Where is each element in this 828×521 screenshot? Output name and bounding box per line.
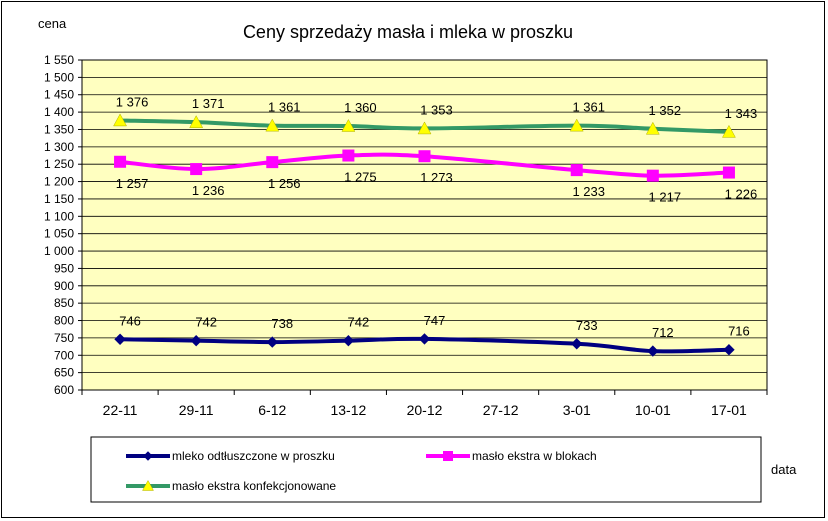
x-tick-label: 13-12 — [330, 402, 366, 418]
square-marker — [114, 155, 127, 168]
triangle-marker — [569, 118, 584, 132]
triangle-marker — [113, 113, 127, 127]
y-tick-label: 1 050 — [44, 227, 74, 241]
x-tick-labels: 22-11 29-11 6-12 13-12 20-12 27-12 3-01 10-01 17… — [103, 402, 747, 418]
y-tick-label: 1 250 — [44, 157, 74, 171]
chart-title: Ceny sprzedaży masła i mleka w proszku — [243, 22, 573, 42]
x-tick-label: 10-01 — [635, 402, 671, 418]
diamond-marker — [266, 336, 278, 348]
y-tick-label: 1 000 — [44, 244, 74, 258]
y-tick-label: 950 — [54, 261, 74, 275]
y-tick-label: 600 — [54, 383, 74, 397]
data-label: 1 343 — [725, 106, 758, 121]
diamond-marker — [418, 333, 431, 345]
data-label: 1 233 — [572, 184, 605, 199]
x-axis-label: data — [771, 462, 797, 477]
x-tick-label: 3-01 — [563, 402, 591, 418]
series-lines — [118, 118, 731, 354]
y-axis-label: cena — [38, 16, 67, 31]
square-marker — [646, 169, 659, 182]
y-tick-labels: 600 650 700 750 800 850 900 950 1 000 1 050 1 100 1… — [44, 53, 74, 397]
data-label: 1 257 — [116, 176, 149, 191]
series-markers — [113, 113, 736, 357]
square-marker — [190, 163, 203, 176]
y-tick-label: 1 400 — [44, 105, 74, 119]
x-tick-label: 22-11 — [103, 402, 138, 418]
triangle-marker — [645, 121, 660, 135]
y-tick-label: 1 100 — [44, 209, 74, 223]
triangle-marker — [722, 124, 736, 138]
diamond-marker — [190, 334, 202, 347]
y-tick-label: 850 — [54, 296, 74, 310]
data-label: 1 352 — [649, 103, 682, 118]
y-tick-label: 1 300 — [44, 140, 74, 154]
y-tick-label: 900 — [54, 279, 74, 293]
axes — [78, 59, 768, 395]
diamond-marker — [571, 338, 583, 350]
data-label: 1 353 — [420, 102, 453, 117]
y-tick-label: 800 — [54, 314, 74, 328]
legend: mleko odtłuszczone w proszku masło ekstra… — [90, 436, 762, 503]
data-label: 746 — [119, 313, 141, 328]
legend-box — [90, 436, 762, 503]
square-marker — [266, 156, 279, 169]
data-label: 738 — [271, 316, 293, 331]
triangle-marker — [417, 121, 432, 135]
square-marker — [443, 451, 453, 461]
data-label: 716 — [728, 324, 750, 339]
diamond-marker — [723, 343, 735, 356]
data-label: 1 273 — [420, 170, 453, 185]
triangle-marker — [341, 118, 356, 132]
square-marker — [570, 164, 583, 177]
diamond-marker — [143, 451, 153, 461]
y-tick-label: 1 500 — [44, 70, 74, 84]
square-marker — [418, 150, 431, 163]
data-label: 1 275 — [344, 170, 377, 185]
y-tick-label: 1 550 — [44, 53, 74, 67]
plot-border — [81, 59, 768, 391]
diamond-marker — [114, 333, 126, 345]
data-label: 1 361 — [268, 100, 301, 115]
series-line — [118, 152, 731, 178]
legend-label: masło ekstra konfekcjonowane — [172, 479, 336, 493]
data-labels: 746 742 738 742 747 733 712 716 1 257 1 236 1 256 1… — [116, 94, 757, 340]
y-tick-label: 1 450 — [44, 88, 74, 102]
data-label: 1 226 — [725, 187, 758, 202]
data-label: 1 236 — [192, 183, 225, 198]
y-tick-label: 700 — [54, 348, 74, 362]
x-tick-label: 29-11 — [179, 402, 214, 418]
series-line — [118, 336, 731, 354]
triangle-marker — [142, 479, 154, 491]
square-marker — [342, 149, 355, 162]
legend-label: mleko odtłuszczone w proszku — [172, 449, 335, 463]
data-label: 733 — [576, 318, 598, 333]
data-label: 1 361 — [572, 100, 605, 115]
y-tick-label: 750 — [54, 331, 74, 345]
x-tick-label: 27-12 — [483, 402, 519, 418]
x-tick-label: 20-12 — [407, 402, 443, 418]
data-label: 742 — [195, 315, 217, 330]
y-tick-label: 1 200 — [44, 175, 74, 189]
series-line — [118, 118, 731, 134]
data-label: 1 360 — [344, 100, 377, 115]
legend-label: masło ekstra w blokach — [472, 449, 597, 463]
data-label: 1 217 — [649, 190, 682, 205]
x-tick-label: 6-12 — [258, 402, 286, 418]
data-label: 712 — [652, 325, 674, 340]
data-label: 1 256 — [268, 176, 301, 191]
diamond-marker — [342, 334, 355, 347]
data-label: 1 371 — [192, 96, 225, 111]
data-label: 1 376 — [116, 94, 149, 109]
square-marker — [722, 166, 735, 179]
y-tick-label: 650 — [54, 366, 74, 380]
data-label: 742 — [348, 315, 370, 330]
diamond-marker — [647, 345, 659, 357]
data-label: 747 — [424, 313, 446, 328]
x-tick-label: 17-01 — [711, 402, 747, 418]
triangle-marker — [265, 118, 280, 132]
y-tick-label: 1 350 — [44, 122, 74, 136]
triangle-marker — [189, 115, 204, 128]
y-tick-label: 1 150 — [44, 192, 74, 206]
